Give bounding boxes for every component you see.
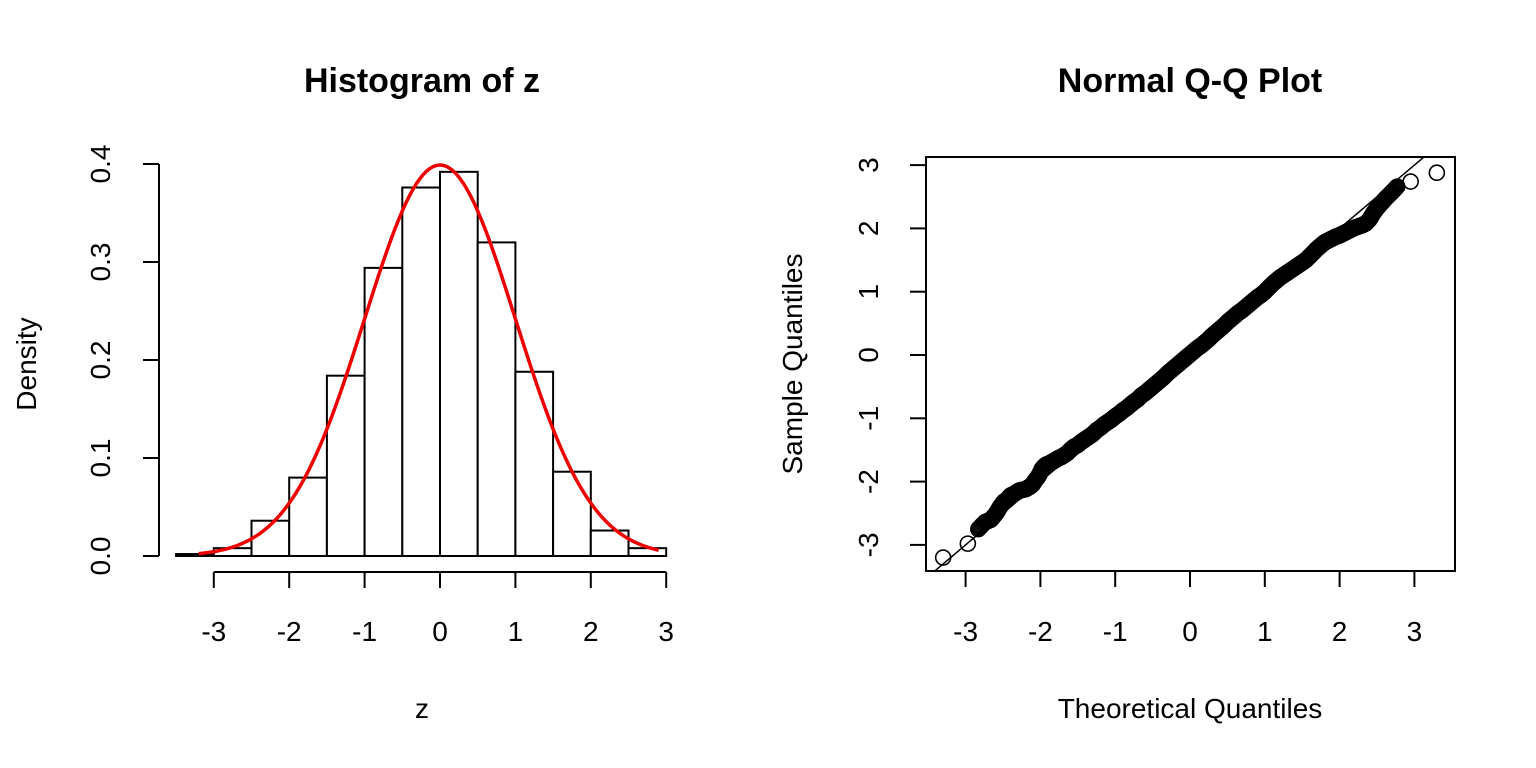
histogram-x-tick-label-1: -2 — [277, 616, 302, 647]
histogram-y-tick-label-2: 0.2 — [85, 341, 116, 380]
histogram-bar-10 — [552, 470, 592, 557]
histogram-bar-3 — [288, 476, 328, 558]
qq-title: Normal Q-Q Plot — [1058, 62, 1322, 100]
qq-y-tick-label-6: 3 — [853, 157, 884, 173]
qq-y-tick-label-5: 2 — [853, 221, 884, 237]
qq-points — [934, 164, 1446, 566]
qq-x-tick-label-1: -2 — [1028, 616, 1053, 647]
qq-y-label: Sample Quantiles — [777, 253, 808, 474]
qq-y-tick-label-2: -1 — [853, 406, 884, 431]
qq-point-1 — [959, 535, 977, 552]
qq-point-695 — [1385, 181, 1403, 199]
histogram-bar-12 — [627, 547, 668, 557]
qq-x-tick-label-2: -1 — [1103, 616, 1128, 647]
histogram-x-tick-label-2: -1 — [352, 616, 377, 647]
qq-point-694 — [1384, 182, 1402, 200]
qq-point-700 — [1428, 164, 1446, 181]
qq-point-697 — [1387, 179, 1405, 196]
qq-y-tick-label-1: -2 — [853, 469, 884, 494]
normal-density-curve — [198, 163, 660, 556]
histogram-bar-6 — [401, 186, 441, 558]
histogram-bar-7 — [439, 170, 479, 557]
histogram-x-tick-label-4: 1 — [508, 616, 524, 647]
qq-point-693 — [1383, 183, 1401, 201]
qq-y-axis: -3 -2 -1 0 1 2 3 — [853, 157, 927, 557]
qq-x-tick-label-3: 0 — [1182, 616, 1198, 647]
histogram-x-tick-label-6: 3 — [658, 616, 674, 647]
qq-x-tick-label-4: 1 — [1257, 616, 1273, 647]
qq-x-tick-label-5: 2 — [1332, 616, 1348, 647]
histogram-bar-8 — [476, 241, 517, 557]
histogram-y-tick-label-3: 0.3 — [85, 243, 116, 282]
qq-x-tick-label-6: 3 — [1407, 616, 1423, 647]
histogram-y-tick-label-4: 0.4 — [85, 145, 116, 184]
qq-x-label: Theoretical Quantiles — [1058, 693, 1323, 724]
qq-y-tick-label-3: 0 — [853, 347, 884, 363]
histogram-y-tick-label-0: 0.0 — [85, 537, 116, 576]
histogram-x-axis: -3 -2 -1 0 1 2 3 — [201, 571, 674, 647]
histogram-bar-5 — [363, 266, 404, 557]
histogram-bar-4 — [325, 374, 366, 557]
histogram-panel: Histogram of z z Density -3 -2 -1 0 1 2 3 0.00… — [11, 62, 674, 724]
qq-y-tick-label-4: 1 — [853, 284, 884, 300]
histogram-x-label: z — [415, 693, 429, 724]
histogram-x-tick-label-5: 2 — [583, 616, 599, 647]
histogram-title: Histogram of z — [304, 62, 540, 100]
qq-panel: Normal Q-Q Plot Theoretical Quantiles Sa… — [777, 62, 1456, 724]
histogram-bar-9 — [514, 370, 555, 558]
histogram-y-axis: 0.0 0.1 0.2 0.3 0.4 — [85, 145, 160, 576]
qq-y-tick-label-0: -3 — [853, 532, 884, 557]
histogram-x-tick-label-3: 0 — [432, 616, 448, 647]
qq-point-699 — [1402, 173, 1419, 190]
qq-x-axis: -3 -2 -1 0 1 2 3 — [953, 570, 1423, 647]
histogram-bar-0 — [175, 553, 215, 557]
qq-x-tick-label-0: -3 — [953, 616, 978, 647]
histogram-bars — [175, 170, 668, 558]
qq-point-0 — [934, 549, 952, 566]
qq-point-696 — [1386, 180, 1404, 198]
histogram-y-label: Density — [11, 317, 42, 410]
qq-point-692 — [1382, 184, 1400, 202]
histogram-y-tick-label-1: 0.1 — [85, 439, 116, 478]
histogram-x-tick-label-0: -3 — [201, 616, 226, 647]
